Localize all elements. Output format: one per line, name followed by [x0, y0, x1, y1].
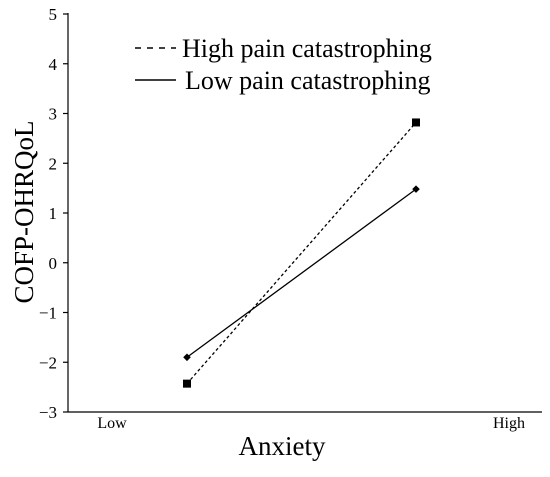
legend-label: Low pain catastrophing — [185, 66, 431, 95]
x-category-label: High — [493, 415, 525, 432]
legend-label: High pain catastrophing — [182, 34, 432, 63]
series-line-low — [186, 188, 417, 358]
y-ticks: 5 4 3 2 1 0 −1 −2 −3 — [39, 5, 68, 422]
y-tick-label: 5 — [49, 5, 58, 24]
y-tick-label: −3 — [39, 403, 57, 422]
data-point-square — [412, 118, 420, 127]
x-category-labels: Low High — [97, 415, 525, 432]
data-point-square — [183, 379, 191, 388]
y-tick-label: 3 — [49, 105, 58, 124]
y-tick-label: 4 — [49, 55, 58, 74]
x-category-label: Low — [97, 415, 127, 432]
y-axis-title: COFP-OHRQoL — [9, 120, 39, 303]
y-tick-label: 2 — [49, 154, 58, 173]
series-line-high — [186, 122, 417, 385]
data-point-diamond — [183, 353, 191, 362]
y-tick-label: 1 — [49, 204, 58, 223]
y-tick-label: −2 — [39, 353, 57, 372]
y-tick-label: −1 — [39, 304, 57, 323]
y-tick-label: 0 — [49, 254, 58, 273]
x-axis-title: Anxiety — [239, 431, 326, 461]
legend: High pain catastrophing Low pain catastro… — [135, 34, 432, 95]
series-layer — [183, 118, 420, 388]
data-point-diamond — [412, 185, 420, 193]
